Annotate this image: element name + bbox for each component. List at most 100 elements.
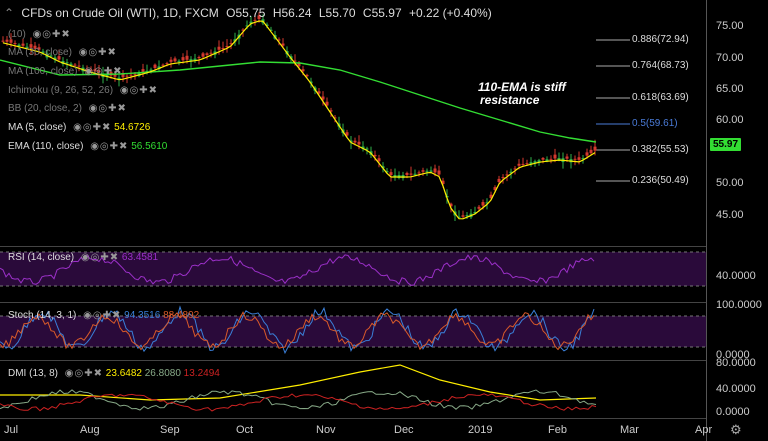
dmi-plus-value: 26.8080 [144, 368, 181, 379]
price-tick: 50.00 [716, 177, 744, 189]
fib-label: 0.764(68.73) [632, 60, 689, 71]
symbol-title[interactable]: CFDs on Crude Oil (WTI), 1D, FXCM [21, 6, 219, 20]
chart-annotation[interactable]: 110-EMA is stiff resistance [478, 80, 566, 107]
candle-body [329, 110, 333, 112]
candle-body [573, 158, 577, 160]
settings-gear-icon[interactable]: ⚙ [730, 422, 742, 437]
panel-separator[interactable] [0, 246, 706, 247]
candle-body [57, 56, 61, 60]
candle-body [9, 39, 13, 43]
candle-body [541, 157, 545, 160]
candle-body [113, 74, 117, 77]
candle-body [165, 63, 169, 65]
candle-body [361, 146, 365, 149]
candle-body [473, 212, 477, 214]
candle-body [533, 161, 537, 164]
candle-body [217, 46, 221, 50]
rsi-legend[interactable]: RSI (14, close) ◉◎✚✖ 63.4581 [8, 252, 159, 263]
price-tick: 60.00 [716, 114, 744, 126]
candle-body [565, 156, 569, 159]
candle-body [517, 163, 521, 166]
indicator-row[interactable]: Ichimoku (9, 26, 52, 26) ◉◎✚✖ [8, 85, 159, 96]
candle-body [521, 163, 525, 165]
candle-body [41, 51, 45, 53]
price-tick: 70.00 [716, 52, 744, 64]
time-tick: Sep [160, 424, 180, 436]
candle-body [381, 166, 385, 169]
indicator-controls-icon[interactable]: ◉◎✚✖ [32, 29, 71, 40]
candle-body [537, 160, 541, 163]
candle-body [501, 177, 505, 179]
candle-body [593, 146, 597, 151]
candlestick-series [1, 12, 597, 221]
indicator-controls-icon[interactable]: ◉◎✚✖ [84, 66, 123, 77]
indicator-controls-icon[interactable]: ◉◎✚✖ [78, 47, 117, 58]
panel-separator [0, 418, 706, 419]
candle-body [189, 59, 193, 62]
candle-body [201, 53, 205, 57]
indicator-controls-icon[interactable]: ◉◎✚✖ [88, 103, 127, 114]
indicator-row[interactable]: MA (30, close) ◉◎✚✖ [8, 47, 117, 58]
time-tick: Oct [236, 424, 254, 436]
indicator-controls-icon[interactable]: ◉◎✚✖ [90, 141, 129, 152]
candle-body [513, 168, 517, 170]
ohlc-high: H56.24 [272, 6, 312, 20]
stoch-k-line [0, 305, 595, 355]
indicator-row[interactable]: MA (100, close) ◉◎✚✖ [8, 66, 123, 77]
indicator-row-ma5[interactable]: MA (5, close) ◉◎✚✖ 54.6726 [8, 122, 151, 133]
ohlc-open: O55.75 [226, 6, 266, 20]
indicator-controls-icon[interactable]: ◉◎✚✖ [64, 368, 104, 379]
candle-body [49, 55, 53, 57]
candle-body [181, 57, 185, 61]
candle-body [373, 154, 377, 157]
dmi-plus-line [0, 389, 597, 411]
indicator-controls-icon[interactable]: ◉◎✚✖ [119, 85, 159, 96]
dmi-legend[interactable]: DMI (13, 8) ◉◎✚✖ 23.6482 26.8080 13.2494 [8, 368, 220, 379]
candle-body [557, 158, 561, 160]
candle-body [145, 70, 149, 73]
indicator-row[interactable]: (10) ◉◎✚✖ [8, 29, 71, 40]
indicator-controls-icon[interactable]: ◉◎✚✖ [80, 252, 120, 263]
indicator-row[interactable]: BB (20, close, 2) ◉◎✚✖ [8, 103, 127, 114]
rsi-value: 63.4581 [121, 252, 159, 263]
collapse-icon[interactable]: ⌃ [4, 6, 15, 20]
candle-body [293, 60, 297, 62]
candle-body [197, 57, 201, 59]
stoch-legend[interactable]: Stoch (14, 3, 1) ◉◎✚✖ 94.3516 88.4892 [8, 310, 200, 321]
panel-separator[interactable] [0, 360, 706, 361]
candle-body [405, 172, 409, 175]
candle-body [457, 216, 461, 218]
indicator-controls-icon[interactable]: ◉◎✚✖ [73, 122, 112, 133]
candle-body [241, 29, 245, 31]
candle-body [37, 47, 41, 50]
candle-body [417, 172, 421, 174]
candle-body [149, 69, 153, 73]
candle-body [585, 152, 589, 156]
candle-body [173, 58, 177, 62]
candle-body [5, 39, 9, 42]
candle-body [489, 194, 493, 198]
panel-separator[interactable] [0, 302, 706, 303]
candle-body [265, 24, 269, 26]
candle-body [221, 48, 225, 50]
candle-body [153, 64, 157, 68]
candle-body [245, 25, 249, 27]
stoch-d-line [0, 311, 595, 351]
candle-body [125, 75, 129, 77]
candle-body [389, 172, 393, 175]
time-tick: Jul [4, 424, 19, 436]
candle-body [65, 62, 69, 64]
candle-body [477, 206, 481, 209]
candle-body [421, 170, 425, 172]
candle-body [385, 171, 389, 173]
candle-body [333, 117, 337, 119]
fib-label: 0.382(55.53) [632, 144, 689, 155]
indicator-controls-icon[interactable]: ◉◎✚✖ [83, 310, 122, 321]
indicator-row-ema110[interactable]: EMA (110, close) ◉◎✚✖ 56.5610 [8, 141, 168, 152]
candle-body [225, 45, 229, 47]
candle-body [357, 141, 361, 145]
candle-body [205, 53, 209, 55]
candle-body [85, 68, 89, 70]
candle-body [529, 162, 533, 165]
